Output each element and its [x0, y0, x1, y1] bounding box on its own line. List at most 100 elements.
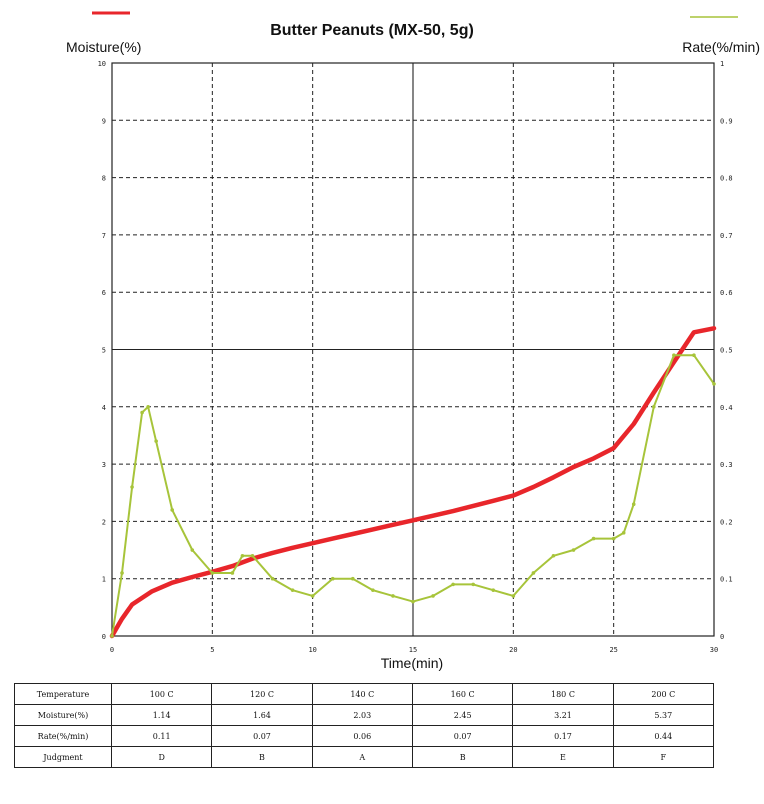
rate-point: [391, 594, 395, 598]
rate-point: [351, 576, 355, 581]
x-tick-label: 5: [210, 646, 214, 654]
y-right-tick-label: 0.3: [720, 461, 733, 469]
x-tick-label: 25: [609, 646, 617, 654]
y-left-tick-label: 2: [102, 518, 106, 526]
table-cell: 0.07: [411, 725, 514, 747]
rate-point: [154, 439, 158, 443]
y-right-tick-label: 1: [720, 60, 724, 68]
tick-labels: 0 5 10 15 20 25 3001234567891000.10.20.30.40.5…: [98, 60, 733, 654]
table-cell: 180 C: [512, 683, 614, 705]
y-left-tick-label: 0: [102, 633, 106, 641]
moisture-series-line: [109, 326, 717, 639]
table-cell: 100 C: [110, 683, 213, 705]
table-cell: 200 C: [612, 683, 715, 705]
rate-point: [290, 588, 295, 592]
table-cell: 0.17: [512, 725, 614, 747]
rate-point: [631, 502, 636, 507]
row-header-cell: Judgment: [14, 746, 112, 768]
rate-point: [310, 594, 315, 598]
rate-point: [210, 571, 215, 575]
table-cell: 1.14: [110, 704, 213, 726]
table-cell: 0.07: [211, 725, 313, 747]
y-left-tick-label: 5: [102, 347, 106, 355]
rate-point: [140, 410, 144, 415]
series-lines: [109, 326, 717, 639]
y-right-tick-label: 0.6: [720, 289, 733, 297]
x-tick-label: 20: [509, 646, 517, 654]
table-row: Rate(%/min) 0.11 0.07 0.06 0.07 0.17 0.44: [14, 725, 715, 747]
y-left-tick-label: 7: [102, 232, 106, 240]
table-cell: 5.37: [612, 704, 715, 726]
rate-point: [330, 576, 335, 581]
table-cell: 160 C: [411, 683, 514, 705]
rate-point: [270, 576, 275, 581]
y-right-tick-label: 0: [720, 633, 724, 641]
rate-point: [591, 536, 596, 541]
table-cell: 120 C: [211, 683, 313, 705]
rate-point: [712, 382, 716, 386]
table-row: Temperature 100 C 120 C 140 C 160 C 180 C 200 …: [14, 683, 715, 705]
y-right-tick-label: 0.7: [720, 232, 733, 240]
y-right-tick-label: 0.9: [720, 117, 733, 125]
rate-point: [652, 405, 656, 409]
table-cell: 0.44: [612, 725, 715, 747]
y-left-tick-label: 10: [98, 60, 106, 68]
table-cell: B: [211, 746, 313, 768]
y-right-tick-label: 0.1: [720, 576, 733, 584]
table-cell: 0.06: [311, 725, 413, 747]
table-cell: D: [110, 746, 213, 768]
table-cell: 140 C: [311, 683, 413, 705]
table-cell: E: [512, 746, 614, 768]
table-cell: 0.11: [110, 725, 213, 747]
table-cell: 2.45: [411, 704, 514, 726]
rate-series-line: [111, 354, 715, 637]
plot-frame: [111, 62, 715, 637]
rate-point: [130, 485, 134, 489]
table-cell: B: [411, 746, 514, 768]
y-right-tick-label: 0.2: [720, 518, 733, 526]
y-left-tick-label: 6: [102, 289, 106, 297]
rate-point: [571, 548, 576, 552]
rate-point: [451, 582, 455, 587]
moisture-rate-chart: 0 5 10 15 20 25 3001234567891000.10.20.30.40.5…: [66, 11, 760, 671]
results-table: Temperature 100 C 120 C 140 C 160 C 180 C 200 …: [14, 683, 715, 768]
y-left-tick-label: 1: [102, 576, 106, 584]
y-left-tick-label: 8: [102, 175, 106, 183]
y-left-tick-label: 9: [102, 117, 106, 125]
rate-point: [621, 531, 626, 535]
rate-point: [120, 571, 124, 575]
table-cell: 1.64: [211, 704, 313, 726]
rate-point: [146, 405, 150, 409]
rate-point: [672, 353, 676, 358]
chart-title: Butter Peanuts (MX-50, 5g): [270, 22, 474, 39]
rate-point: [190, 548, 195, 552]
row-header-cell: Rate(%/min): [14, 725, 112, 747]
rate-point: [551, 553, 556, 558]
grid-lines: [112, 63, 714, 636]
y-right-tick-label: 0.4: [720, 404, 733, 412]
rate-point: [110, 634, 114, 638]
table-cell: 2.03: [311, 704, 413, 726]
rate-point: [411, 599, 415, 604]
rate-point: [491, 588, 496, 592]
y-right-tick-label: 0.8: [720, 175, 733, 183]
rate-point: [611, 536, 616, 541]
table-row: Moisture(%) 1.14 1.64 2.03 2.45 3.21 5.37: [14, 704, 715, 726]
y-right-tick-label: 0.5: [720, 347, 733, 355]
table-cell: F: [612, 746, 715, 768]
rate-point: [240, 553, 245, 558]
rate-point: [371, 588, 375, 592]
rate-point: [511, 594, 516, 598]
table-row: Judgment D B A B E F: [14, 746, 715, 768]
y-axis-right-title: Rate(%/min): [682, 39, 760, 55]
rate-point: [692, 353, 696, 358]
table-cell: 3.21: [512, 704, 614, 726]
x-tick-label: 10: [308, 646, 316, 654]
x-tick-label: 30: [710, 646, 718, 654]
row-header-cell: Moisture(%): [14, 704, 112, 726]
rate-point: [250, 553, 255, 558]
x-tick-label: 0: [110, 646, 114, 654]
rate-point: [471, 582, 476, 587]
rate-point: [531, 571, 536, 575]
y-left-tick-label: 4: [102, 404, 106, 412]
